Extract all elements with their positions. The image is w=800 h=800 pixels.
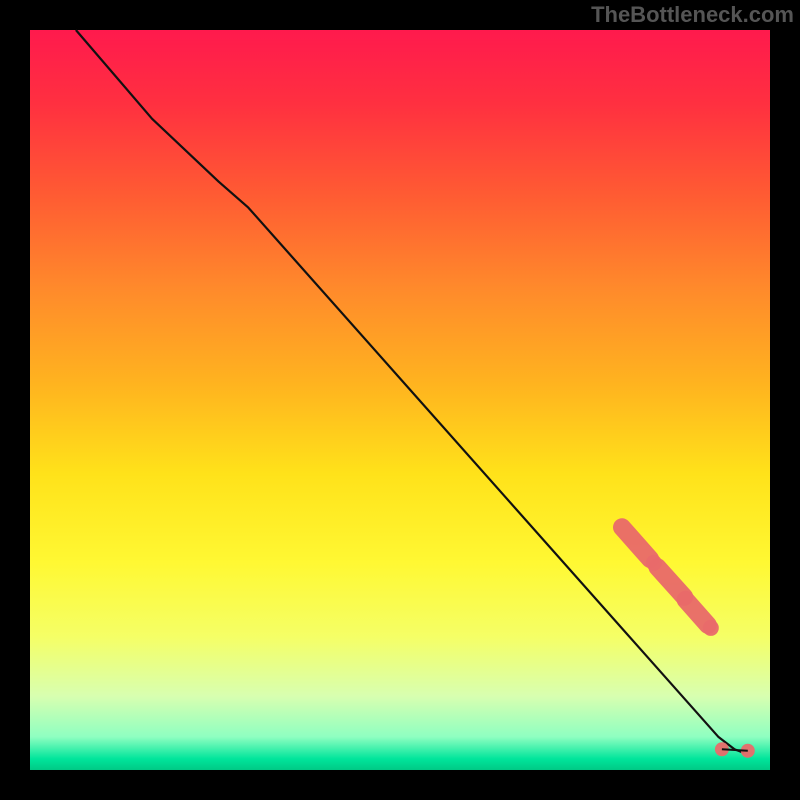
chart-canvas	[0, 0, 800, 800]
marker-dot	[646, 555, 662, 571]
marker-dot	[703, 620, 719, 636]
chart-background	[30, 30, 770, 770]
watermark-text: TheBottleneck.com	[591, 2, 794, 28]
